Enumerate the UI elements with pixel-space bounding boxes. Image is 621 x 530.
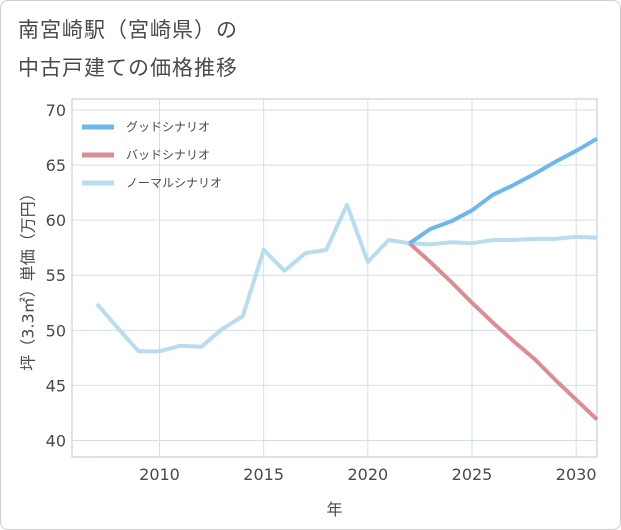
x-tick-label: 2030: [556, 465, 597, 484]
x-tick-label: 2015: [243, 465, 284, 484]
y-tick-label: 55: [46, 266, 66, 285]
y-tick-label: 40: [46, 431, 66, 450]
x-tick-label: 2010: [139, 465, 180, 484]
x-axis-label: 年: [326, 500, 342, 519]
series-line-1: [408, 136, 599, 245]
x-tick-label: 2020: [347, 465, 388, 484]
series-lines: [95, 136, 599, 421]
y-tick-labels: 40 45 50 55 60 65 70: [46, 101, 66, 450]
chart-title-line-1: 南宮崎駅（宮崎県）の: [18, 18, 238, 42]
series-line-2: [408, 241, 599, 421]
y-tick-label: 70: [46, 101, 66, 120]
y-tick-label: 60: [46, 211, 66, 230]
legend-label: グッドシナリオ: [126, 120, 210, 134]
grid-lines: [72, 99, 597, 457]
x-tick-label: 2025: [452, 465, 493, 484]
series-line-3: [95, 202, 598, 354]
legend-label: ノーマルシナリオ: [126, 176, 222, 190]
y-tick-label: 50: [46, 321, 66, 340]
y-axis-label: 坪（3.3㎡）単価（万円）: [19, 185, 38, 370]
x-tick-labels: 2010 2015 2020 2025 2030: [139, 465, 596, 484]
chart-title-line-2: 中古戸建ての価格推移: [18, 56, 238, 80]
legend-label: バッドシナリオ: [126, 148, 210, 162]
y-tick-label: 65: [46, 156, 66, 175]
y-tick-label: 45: [46, 376, 66, 395]
